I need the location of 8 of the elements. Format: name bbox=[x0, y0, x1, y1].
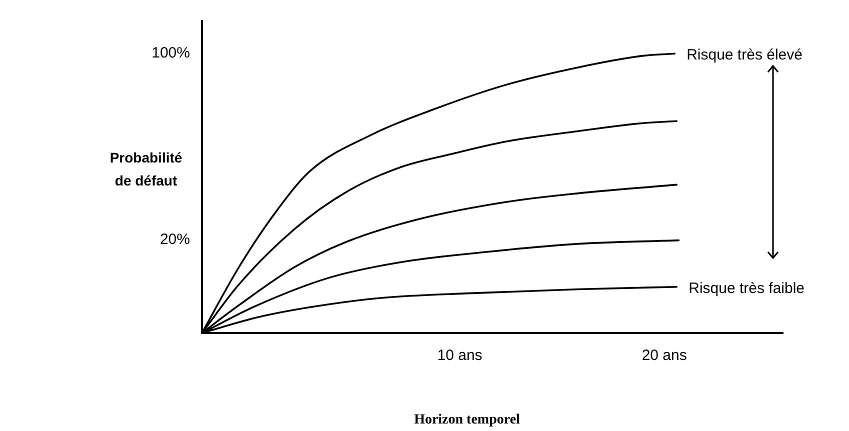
y-tick-label: 100% bbox=[152, 44, 190, 62]
y-tick-label: 20% bbox=[160, 231, 190, 248]
annotation: Risque très faible bbox=[688, 280, 805, 298]
x-axis-title: Horizon temporel bbox=[414, 412, 520, 428]
x-tick-label: 10 ans bbox=[437, 347, 482, 364]
annotation: Risque très élevé bbox=[686, 46, 802, 64]
x-tick-label: 20 ans bbox=[642, 347, 687, 364]
y-axis-title: Probabilité de défaut bbox=[110, 149, 182, 188]
